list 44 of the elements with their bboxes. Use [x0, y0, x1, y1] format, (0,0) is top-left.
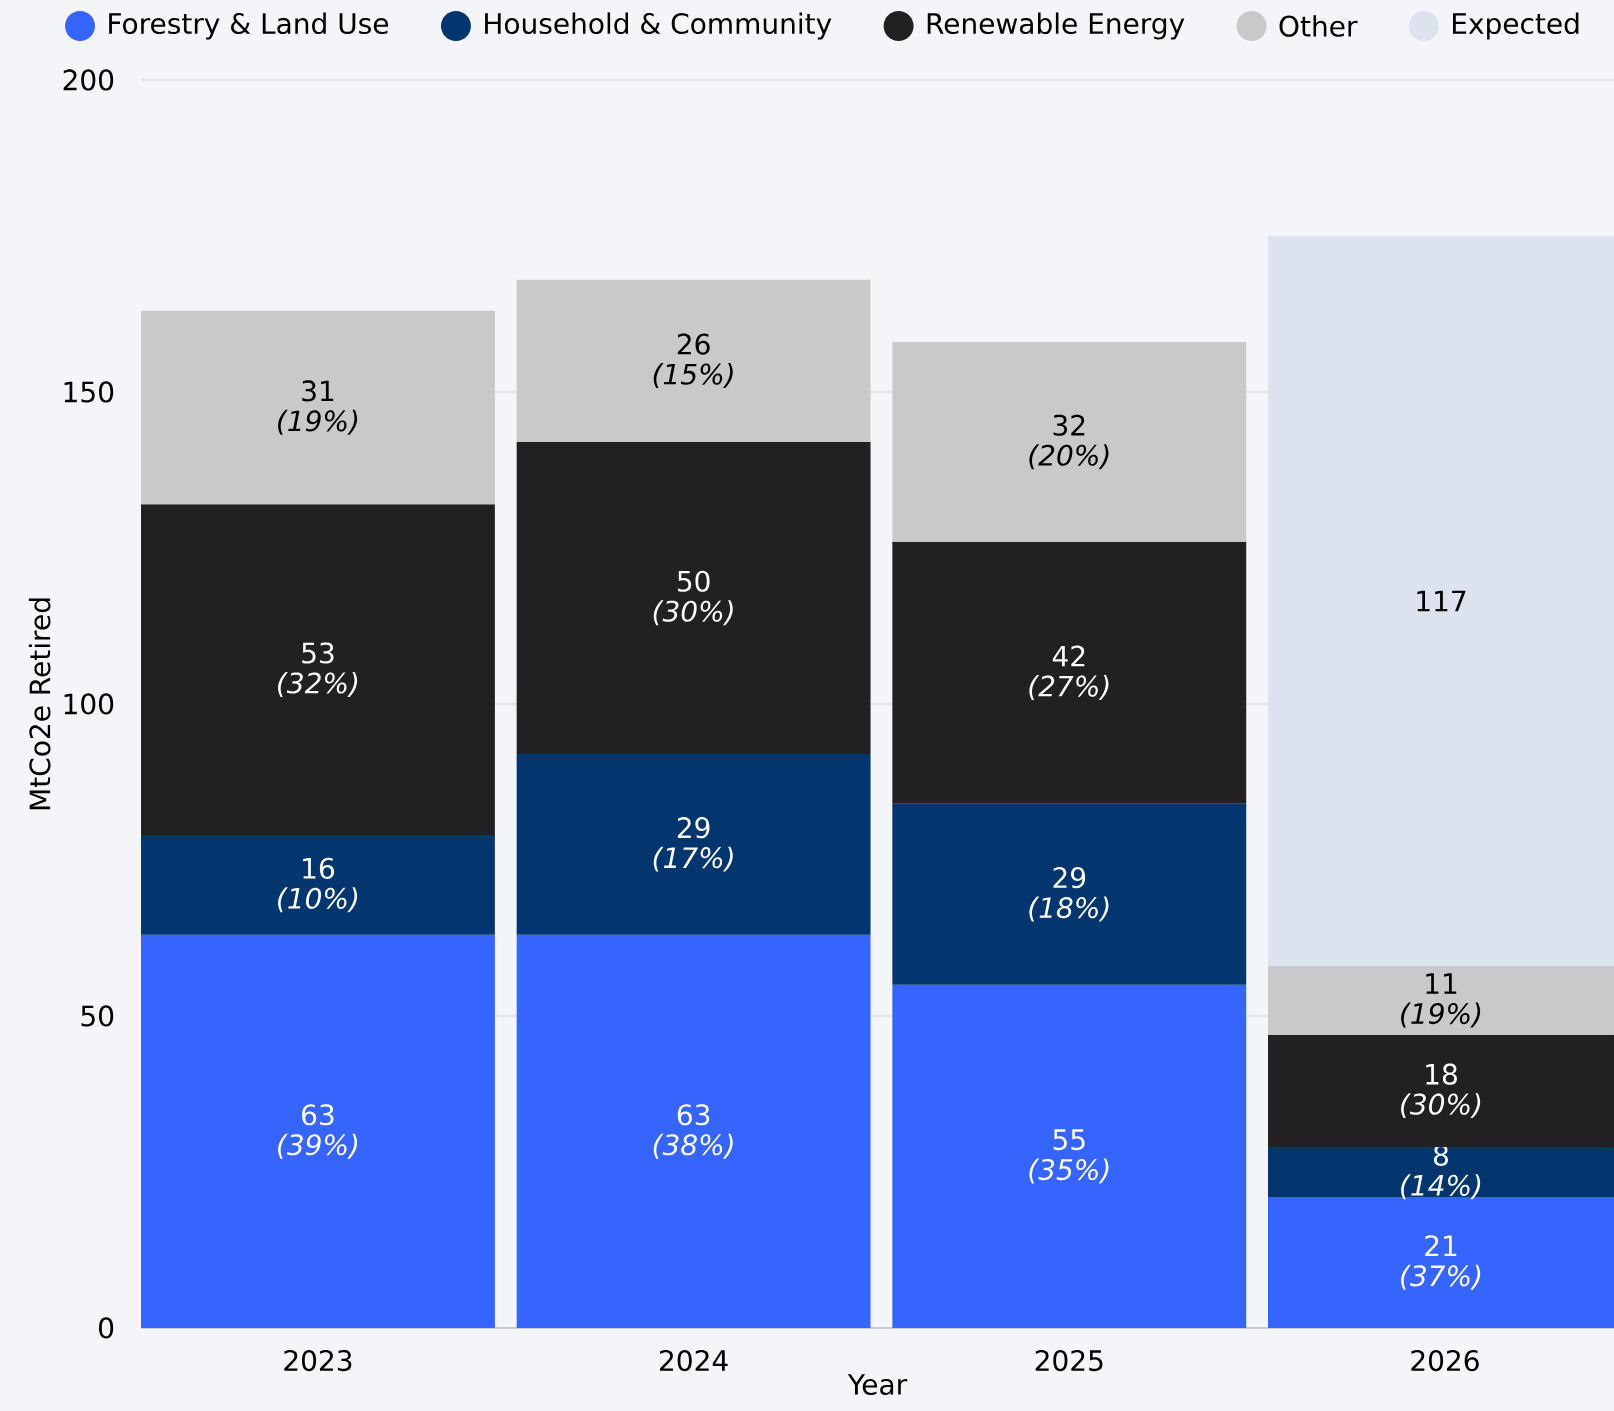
data-label: 29 (17%)	[653, 817, 733, 872]
legend-label: Forestry & Land Use	[109, 12, 389, 40]
bar	[141, 835, 495, 935]
bar	[892, 541, 1247, 804]
y-tick-label: 0	[99, 1317, 114, 1339]
bar	[892, 342, 1247, 542]
x-axis-title: Year	[847, 1374, 908, 1396]
y-tick-label: 150	[64, 381, 114, 403]
data-label: 29 (18%)	[1029, 867, 1109, 922]
bar	[516, 441, 871, 754]
x-tick-label: 2023	[284, 1349, 352, 1372]
bar	[516, 279, 871, 442]
legend-label: Expected	[1453, 12, 1579, 40]
data-label: 63 (38%)	[653, 1104, 733, 1159]
data-label: 21 (37%)	[1401, 1235, 1481, 1290]
legend-label: Renewable Energy	[927, 12, 1185, 40]
x-tick-label: 2024	[660, 1349, 728, 1372]
data-label: 42 (27%)	[1029, 645, 1109, 701]
data-label: 53 (32%)	[278, 642, 358, 697]
y-tick-label: 100	[64, 693, 114, 715]
data-label: 16 (10%)	[278, 857, 358, 913]
data-label: 63 (39%)	[278, 1104, 358, 1159]
y-tick-label: 50	[81, 1005, 114, 1027]
bar	[516, 934, 871, 1328]
data-label: 117	[1417, 590, 1466, 612]
bar	[1268, 235, 1614, 967]
x-tick-label: 2026	[1411, 1349, 1479, 1372]
bar	[892, 803, 1247, 985]
bar	[892, 984, 1247, 1328]
x-tick-label: 2025	[1035, 1349, 1103, 1372]
y-tick-label: 200	[63, 69, 114, 91]
legend-label: Household & Community	[485, 12, 832, 40]
legend-label: Other	[1279, 15, 1358, 37]
data-label: 31 (19%)	[278, 380, 358, 435]
data-label: 26 (15%)	[653, 333, 733, 389]
y-axis-title: MtCo2e Retired	[28, 598, 51, 810]
data-label: 50 (30%)	[653, 570, 733, 626]
data-label: 18 (30%)	[1401, 1063, 1481, 1119]
bar	[516, 753, 871, 935]
data-label: 32 (20%)	[1029, 414, 1109, 470]
bar	[141, 504, 495, 836]
bar	[141, 934, 495, 1328]
data-label: 55 (35%)	[1029, 1129, 1109, 1184]
data-label: 11 (19%)	[1401, 973, 1481, 1028]
